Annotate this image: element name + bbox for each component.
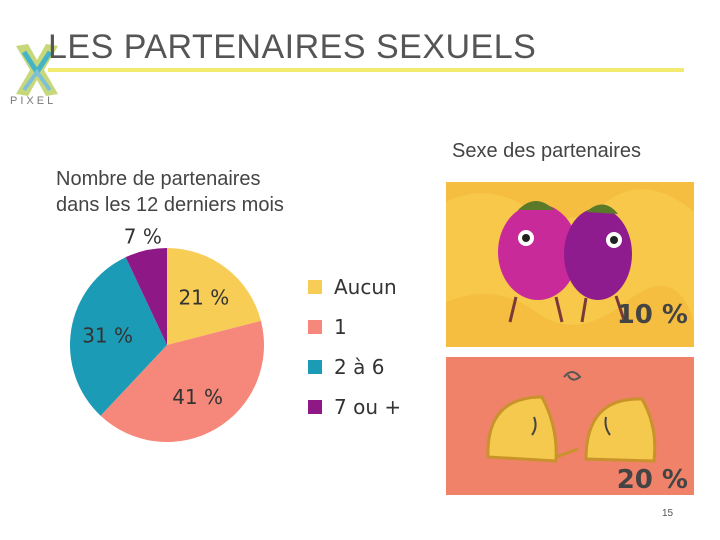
pixel-logo: PIXEL <box>10 44 58 107</box>
pie-chart-title-line2: dans les 12 derniers mois <box>56 194 284 216</box>
page-number: 15 <box>662 508 674 519</box>
pie-slice-3 <box>125 248 167 345</box>
illustration-tacos: 20 % <box>446 357 694 495</box>
pie-slice-2 <box>70 257 167 416</box>
tacos-percentage: 20 % <box>616 465 688 495</box>
legend-label-1: 1 <box>334 315 347 339</box>
legend-swatch-1 <box>308 320 322 334</box>
right-section-title: Sexe des partenaires <box>452 140 642 162</box>
pie-slice-1 <box>100 320 264 442</box>
pie-value-label-2: 31 % <box>82 324 133 348</box>
pie-slice-0 <box>167 248 261 345</box>
legend-swatch-3 <box>308 400 322 414</box>
legend-label-2: 2 à 6 <box>334 355 384 379</box>
legend-swatch-0 <box>308 280 322 294</box>
slide-title: LES PARTENAIRES SEXUELS <box>48 28 537 66</box>
pie-value-label-3: 7 % <box>124 225 162 249</box>
pie-chart-title-line1: Nombre de partenaires <box>56 168 261 190</box>
pie-value-label-0: 21 % <box>178 285 229 309</box>
eggplant-percentage: 10 % <box>616 300 688 330</box>
eggplants-illustration <box>446 182 694 347</box>
legend-swatch-2 <box>308 360 322 374</box>
illustration-eggplants: 10 % <box>446 182 694 347</box>
pie-chart: 21 % 41 % 31 % 7 % Aucun 1 2 à 6 7 ou + <box>70 225 401 442</box>
logo-x-mark <box>16 44 58 96</box>
title-underline <box>48 68 684 72</box>
pie-chart-title: Nombre de partenaires dans les 12 dernie… <box>56 166 284 218</box>
logo-text: PIXEL <box>10 95 56 107</box>
pie-value-label-1: 41 % <box>172 385 223 409</box>
legend-label-3: 7 ou + <box>334 395 401 419</box>
tacos-illustration <box>486 371 657 463</box>
legend-label-0: Aucun <box>334 275 397 299</box>
